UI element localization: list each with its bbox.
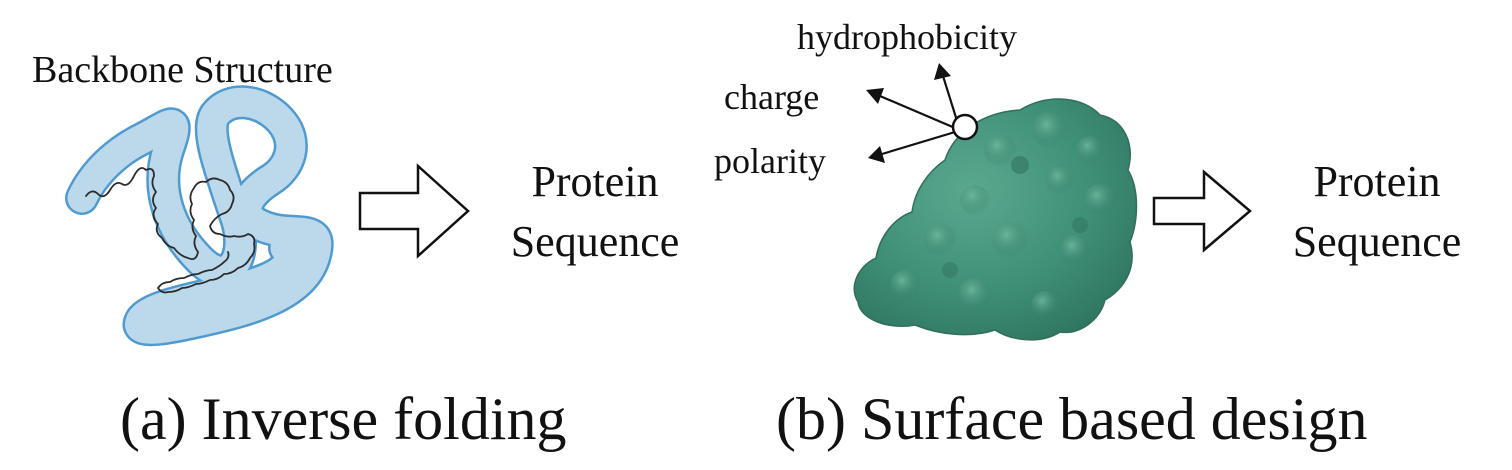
property-arrows bbox=[866, 63, 960, 163]
backbone-ribbon-icon bbox=[65, 85, 334, 347]
output-line-1: Protein bbox=[531, 157, 659, 206]
hollow-arrow-right-icon bbox=[1152, 169, 1252, 253]
protein-surface-icon bbox=[853, 98, 1138, 341]
surface-point-marker bbox=[951, 113, 979, 141]
caption-b: (b) Surface based design bbox=[776, 386, 1368, 452]
protein-sequence-output-b: Protein Sequence bbox=[1262, 152, 1492, 272]
output-line-2: Sequence bbox=[1292, 217, 1462, 266]
protein-sequence-output-a: Protein Sequence bbox=[480, 152, 710, 272]
output-line-2: Sequence bbox=[510, 217, 680, 266]
backbone-structure-label: Backbone Structure bbox=[32, 49, 333, 91]
property-label-polarity: polarity bbox=[714, 141, 826, 181]
property-label-charge: charge bbox=[724, 77, 820, 117]
caption-a: (a) Inverse folding bbox=[120, 386, 567, 452]
output-line-1: Protein bbox=[1313, 157, 1441, 206]
hollow-arrow-right-icon bbox=[358, 163, 470, 259]
property-label-hydrophobicity: hydrophobicity bbox=[797, 17, 1017, 57]
